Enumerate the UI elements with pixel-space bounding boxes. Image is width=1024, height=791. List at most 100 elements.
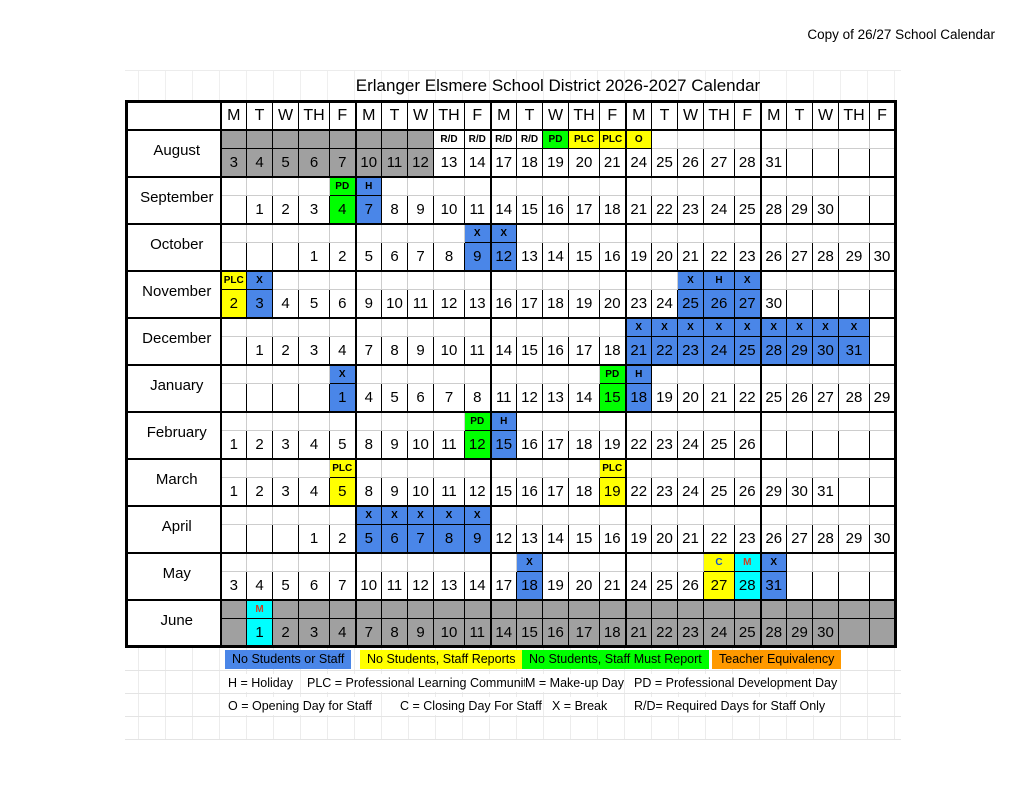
marker-cell: X xyxy=(433,504,465,525)
marker-cell xyxy=(516,175,543,196)
marker-cell: X xyxy=(677,269,704,290)
marker-cell: X xyxy=(838,316,870,337)
day-cell: 24 xyxy=(651,289,678,318)
day-cell: 30 xyxy=(786,477,813,506)
marker-cell xyxy=(869,269,896,290)
marker-cell xyxy=(812,128,839,149)
day-cell: 7 xyxy=(354,618,382,647)
day-cell: 15 xyxy=(568,242,600,271)
marker-cell: X xyxy=(812,316,839,337)
day-header: T xyxy=(516,101,543,131)
marker-cell xyxy=(542,363,569,384)
marker-cell xyxy=(786,410,813,431)
day-cell: 8 xyxy=(381,195,408,224)
day-cell xyxy=(869,618,896,647)
day-cell: 29 xyxy=(786,195,813,224)
day-cell: 24 xyxy=(703,195,735,224)
marker-cell xyxy=(624,551,652,572)
marker-cell: PD xyxy=(599,363,626,384)
day-cell xyxy=(838,571,870,600)
day-cell: 22 xyxy=(703,242,735,271)
day-cell: 11 xyxy=(464,336,491,365)
day-cell: 1 xyxy=(246,195,273,224)
day-cell: 9 xyxy=(381,430,408,459)
day-cell xyxy=(812,289,839,318)
day-cell: 26 xyxy=(734,477,761,506)
day-cell: 17 xyxy=(489,148,517,177)
day-cell: 17 xyxy=(542,477,569,506)
month-date-row: 3 4 5 6 7 10 11 12 13 14 17 18 19 20 21 24 25 26 27 28 31 xyxy=(127,571,896,600)
marker-cell: X xyxy=(734,316,761,337)
day-cell: 23 xyxy=(651,430,678,459)
marker-cell xyxy=(298,269,330,290)
day-header: T xyxy=(651,101,678,131)
month-label: August xyxy=(126,128,222,177)
day-cell: 1 xyxy=(246,336,273,365)
marker-cell xyxy=(624,598,652,619)
marker-cell xyxy=(298,457,330,478)
day-cell: 22 xyxy=(624,430,652,459)
marker-cell xyxy=(542,504,569,525)
day-cell xyxy=(838,289,870,318)
marker-cell xyxy=(329,410,356,431)
legend-item: X = Break xyxy=(552,697,608,715)
legend-item: PLC = Professional Learning Community xyxy=(307,674,534,692)
marker-cell xyxy=(759,269,787,290)
marker-cell xyxy=(433,363,465,384)
marker-cell xyxy=(703,457,735,478)
legend-swatch: No Students or Staff xyxy=(225,650,352,669)
marker-cell xyxy=(489,175,517,196)
marker-cell: C xyxy=(703,551,735,572)
day-cell: 24 xyxy=(703,618,735,647)
day-cell: 17 xyxy=(516,289,543,318)
day-header: T xyxy=(381,101,408,131)
day-cell: 23 xyxy=(677,618,704,647)
marker-cell xyxy=(272,504,299,525)
marker-cell xyxy=(703,410,735,431)
legend-swatch: No Students, Staff Reports xyxy=(360,650,523,669)
day-cell: 15 xyxy=(568,524,600,553)
day-cell: 21 xyxy=(677,242,704,271)
month-date-row: 1 2 3 4 5 8 9 10 11 12 15 16 17 18 19 22 23 24 25 26 xyxy=(127,430,896,459)
marker-cell xyxy=(599,175,626,196)
day-cell xyxy=(812,571,839,600)
marker-cell xyxy=(272,410,299,431)
marker-cell xyxy=(703,222,735,243)
day-cell: 8 xyxy=(354,430,382,459)
day-cell: 20 xyxy=(599,289,626,318)
marker-cell xyxy=(219,551,247,572)
legend-swatch-row: No Students or Staff No Students, Staff R… xyxy=(125,648,901,671)
day-header: F xyxy=(599,101,626,131)
marker-cell xyxy=(568,410,600,431)
day-cell: 21 xyxy=(624,195,652,224)
marker-cell: X xyxy=(734,269,761,290)
day-cell xyxy=(838,477,870,506)
day-cell: 20 xyxy=(568,148,600,177)
marker-cell: X xyxy=(677,316,704,337)
marker-cell xyxy=(812,551,839,572)
marker-cell xyxy=(433,457,465,478)
marker-cell xyxy=(298,598,330,619)
marker-cell xyxy=(812,457,839,478)
day-cell xyxy=(246,242,273,271)
day-cell: 2 xyxy=(246,477,273,506)
day-cell: 16 xyxy=(516,477,543,506)
marker-cell xyxy=(298,316,330,337)
marker-cell xyxy=(219,363,247,384)
marker-cell xyxy=(812,504,839,525)
marker-cell xyxy=(703,598,735,619)
day-cell: 14 xyxy=(542,242,569,271)
marker-cell xyxy=(298,175,330,196)
marker-cell xyxy=(838,551,870,572)
month-marker-row: December X X X X X X X X X xyxy=(126,316,896,365)
marker-cell xyxy=(298,551,330,572)
day-cell: 17 xyxy=(568,618,600,647)
day-cell: 5 xyxy=(354,242,382,271)
day-cell: 30 xyxy=(812,336,839,365)
marker-cell xyxy=(651,269,678,290)
day-cell: 10 xyxy=(354,571,382,600)
day-cell: 8 xyxy=(381,336,408,365)
day-cell: 3 xyxy=(272,430,299,459)
day-cell: 17 xyxy=(568,195,600,224)
day-cell: 21 xyxy=(599,571,626,600)
